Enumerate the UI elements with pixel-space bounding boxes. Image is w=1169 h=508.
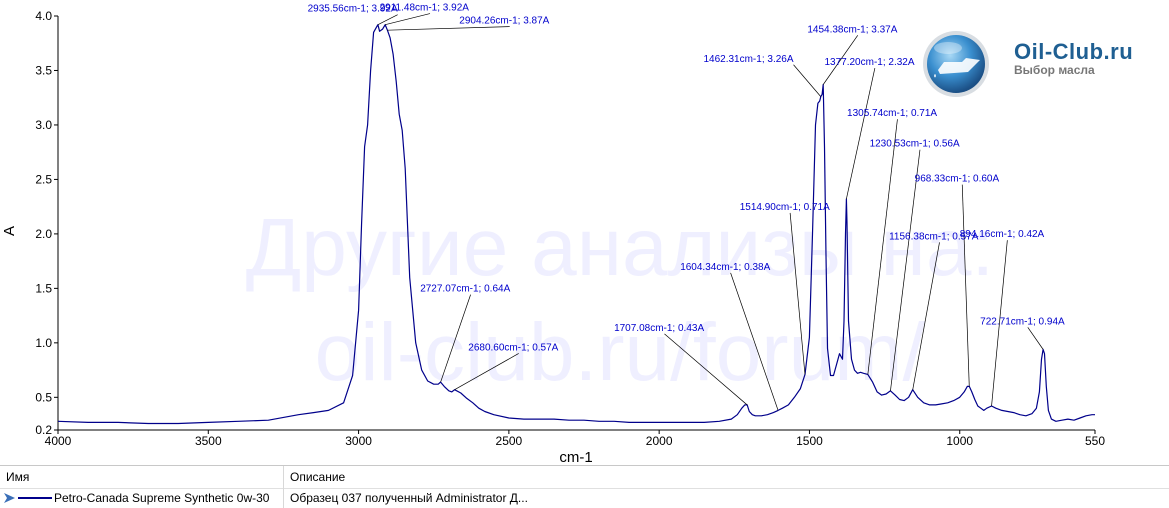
annotation-leader-line	[440, 294, 471, 383]
series-description: Образец 037 полученный Administrator Д..…	[290, 491, 528, 505]
legend-row[interactable]: Petro-Canada Supreme Synthetic 0w-30 Обр…	[0, 489, 1169, 508]
watermark-line-1: Другие анализы на:	[246, 202, 994, 293]
column-divider[interactable]	[283, 466, 284, 508]
x-tick-label: 1500	[796, 434, 823, 448]
peak-annotation-label: 1604.34cm-1; 0.38A	[680, 262, 770, 273]
annotation-leader-line	[454, 353, 519, 390]
y-tick-label: 2.5	[35, 172, 52, 186]
annotation-leader-line	[793, 64, 822, 97]
legend-header-name[interactable]: Имя	[6, 470, 30, 484]
y-tick-label: 0.5	[35, 390, 52, 404]
y-tick-label: 1.0	[35, 336, 52, 350]
peak-annotation-label: 2727.07cm-1; 0.64A	[420, 284, 510, 295]
annotation-leader-line	[377, 14, 398, 26]
legend-table: Имя Описание Petro-Canada Supreme Synthe…	[0, 465, 1169, 508]
x-tick-label: 3500	[195, 434, 222, 448]
annotation-leader-line	[846, 67, 876, 200]
oil-club-logo: Oil-Club.ru Выбор масла	[918, 26, 1168, 102]
logo-subtitle: Выбор масла	[1014, 63, 1095, 77]
annotation-leader-line	[387, 26, 510, 31]
watermark-line-2: oil-club.ru/forum/	[315, 307, 926, 398]
peak-annotation-label: 968.33cm-1; 0.60A	[915, 174, 1000, 185]
peak-annotation-label: 722.71cm-1; 0.94A	[980, 316, 1065, 327]
chart-series	[57, 24, 1095, 425]
y-axis-label: A	[1, 226, 18, 236]
annotation-leader-line	[991, 240, 1008, 407]
x-tick-label: 4000	[45, 434, 72, 448]
annotation-leader-line	[664, 333, 748, 406]
x-tick-label: 2500	[496, 434, 523, 448]
watermark: Другие анализы на: oil-club.ru/forum/	[246, 202, 994, 398]
y-tick-label: 3.0	[35, 118, 52, 132]
peak-annotation-label: 1305.74cm-1; 0.71A	[847, 108, 937, 119]
x-tick-label: 2000	[646, 434, 673, 448]
logo-title: Oil-Club.ru	[1014, 39, 1134, 64]
peak-annotation-label: 1156.38cm-1; 0.57A	[889, 231, 979, 242]
peak-annotation-label: 2935.56cm-1; 3.92A	[308, 4, 398, 15]
y-tick-label: 0.2	[35, 423, 52, 437]
peak-annotation-label: 1454.38cm-1; 3.37A	[807, 24, 897, 35]
chart-ticks: 4000 3500 3000 2500 2000 1500 1000 550 0.2 0.5 1.0…	[35, 9, 1105, 448]
peak-annotation-label: 1377.20cm-1; 2.32A	[824, 57, 914, 68]
oil-can-icon	[923, 31, 989, 97]
x-tick-label: 1000	[946, 434, 973, 448]
peak-annotation-label: 1514.90cm-1; 0.71A	[740, 202, 830, 213]
annotation-leader-line	[1027, 327, 1044, 350]
annotation-leader-line	[789, 212, 806, 375]
annotation-leader-line	[867, 119, 898, 375]
chart-axes	[57, 16, 1095, 431]
peak-annotation-label: 2904.26cm-1; 3.87A	[459, 16, 549, 27]
peak-annotation-label: 894.16cm-1; 0.42A	[960, 229, 1045, 240]
peak-annotation-label: 1462.31cm-1; 3.26A	[703, 54, 793, 65]
legend-header-description[interactable]: Описание	[290, 470, 346, 484]
series-color-swatch	[18, 497, 52, 499]
y-tick-label: 1.5	[35, 281, 52, 295]
annotation-leader-line	[912, 242, 940, 390]
x-tick-label: 550	[1085, 434, 1105, 448]
annotation-leader-line	[730, 272, 779, 411]
annotation-leader-line	[890, 149, 921, 391]
annotation-leader-line	[822, 35, 859, 85]
peak-annotation-label: 1707.08cm-1; 0.43A	[614, 323, 704, 334]
annotation-leader-line	[961, 184, 970, 387]
legend-header: Имя Описание	[0, 466, 1169, 489]
series-name: Petro-Canada Supreme Synthetic 0w-30	[54, 491, 270, 505]
y-tick-label: 3.5	[35, 63, 52, 77]
spectrum-chart: Другие анализы на: oil-club.ru/forum/ 400…	[1, 3, 1105, 465]
peak-annotation-label: 2911.48cm-1; 3.92A	[380, 3, 470, 14]
y-tick-label: 4.0	[35, 9, 52, 23]
x-axis-label: cm-1	[559, 449, 592, 465]
spectrum-line	[57, 24, 1095, 425]
row-selector-arrow-icon	[4, 493, 15, 503]
annotation-leader-line	[385, 13, 431, 26]
y-tick-label: 2.0	[35, 227, 52, 241]
peak-annotation-label: 2680.60cm-1; 0.57A	[468, 342, 558, 353]
peak-annotation-label: 1230.53cm-1; 0.56A	[870, 139, 960, 150]
x-tick-label: 3000	[345, 434, 372, 448]
